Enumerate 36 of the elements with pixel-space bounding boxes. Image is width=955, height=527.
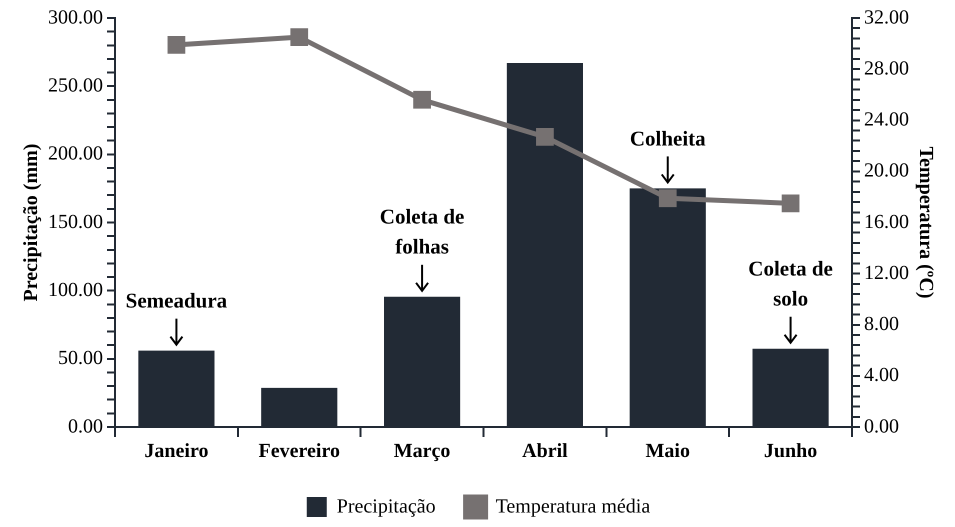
annotation: Coleta de folhas — [380, 204, 464, 259]
point — [290, 28, 308, 46]
x-tick-label: Maio — [646, 440, 690, 462]
x-tick-label: Junho — [764, 440, 818, 462]
annotation: Coleta de solo — [748, 256, 833, 311]
y2-axis-title: Temperatura (ºC) — [914, 146, 937, 298]
y-tick-label: 250.00 — [48, 74, 103, 96]
y-tick-label: 50.00 — [58, 347, 103, 370]
y-tick-label: 300.00 — [48, 6, 103, 28]
y-tick-label: 150.00 — [48, 210, 103, 233]
y2-tick-label: 20.00 — [864, 160, 909, 182]
legend-label: Precipitação — [336, 495, 436, 518]
y2-tick-label: 28.00 — [864, 57, 909, 80]
y2-tick-label: 0.00 — [864, 415, 899, 438]
y2-tick-label: 8.00 — [864, 313, 899, 335]
point — [658, 189, 677, 208]
point — [782, 194, 800, 212]
y-tick-label: 0.00 — [68, 415, 103, 438]
y2-tick-label: 32.00 — [864, 6, 909, 28]
y2-tick-label: 16.00 — [864, 210, 909, 233]
point — [168, 36, 186, 54]
x-tick-label: Abril — [522, 440, 568, 462]
x-tick-label: Março — [394, 440, 450, 462]
x-tick-label: Fevereiro — [258, 440, 340, 462]
y2-tick-label: 24.00 — [864, 108, 909, 130]
legend-label: Temperatura média — [496, 495, 650, 518]
annotation: Colheita — [630, 126, 706, 150]
point — [536, 128, 554, 146]
y2-tick-label: 12.00 — [864, 262, 909, 284]
y-axis-title: Precipitação (mm) — [20, 144, 42, 302]
annotation: Semeadura — [126, 288, 228, 313]
x-tick-label: Janeiro — [144, 440, 208, 462]
point — [413, 90, 431, 109]
y-tick-label: 200.00 — [48, 142, 103, 165]
y2-tick-label: 4.00 — [864, 364, 899, 386]
y-tick-label: 100.00 — [48, 278, 103, 301]
